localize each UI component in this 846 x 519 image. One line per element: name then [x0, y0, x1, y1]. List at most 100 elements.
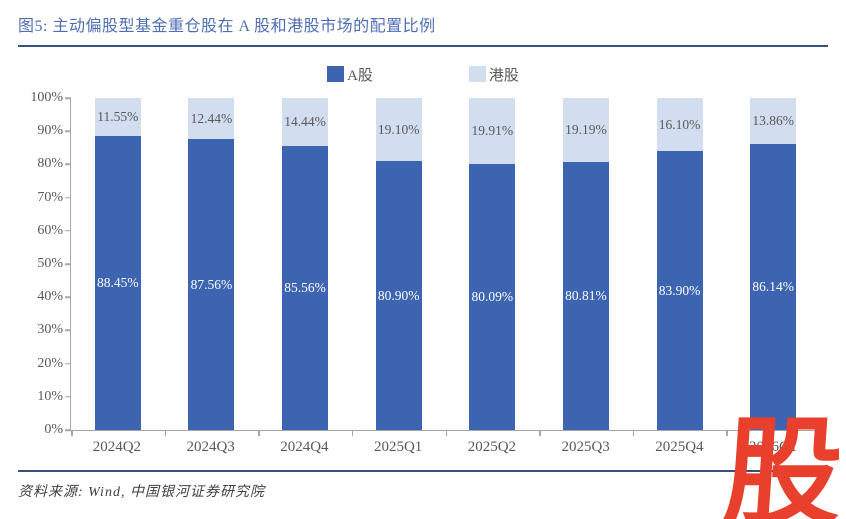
figure-title: 图5: 主动偏股型基金重仓股在 A 股和港股市场的配置比例: [18, 18, 436, 35]
y-axis-tick-mark: [65, 230, 71, 232]
y-axis-tick-mark: [65, 163, 71, 166]
y-axis-tick-label: 60%: [37, 222, 63, 238]
legend-label-a-share: A股: [347, 67, 373, 84]
y-axis-tick-mark: [65, 296, 71, 298]
bar-segment-a-share: 80.09%: [469, 164, 516, 430]
bar-slot-2025Q2: 19.91% 80.09%: [446, 98, 540, 430]
x-axis-tick-mark: [351, 430, 354, 436]
bar-slot-2025Q3: 19.19% 80.81%: [539, 98, 633, 430]
y-axis-tick-label: 80%: [37, 156, 63, 172]
bar-slot-2024Q2: 11.55% 88.45%: [71, 98, 165, 430]
hk-share-value-label: 16.10%: [658, 116, 701, 132]
bar-slot-2025Q4: 16.10% 83.90%: [633, 98, 727, 430]
bar-segment-a-share: 83.90%: [656, 151, 703, 430]
a-share-value-label: 80.81%: [565, 287, 607, 303]
hk-share-value-label: 19.91%: [471, 123, 514, 139]
brand-watermark-stock-logo: 股: [719, 408, 846, 519]
y-axis-tick-label: 40%: [37, 289, 63, 305]
hk-share-value-label: 19.19%: [565, 121, 607, 137]
x-axis-label-2025Q4: 2025Q4: [655, 439, 704, 455]
bar-segment-hk-share: 12.44%: [188, 98, 235, 140]
y-axis-tick-label: 0%: [44, 422, 63, 437]
y-axis-tick-mark: [65, 396, 71, 398]
bar-slot-2026Q1: 13.86% 86.14%: [726, 98, 820, 430]
x-axis-labels: 2024Q2 2024Q3 2024Q4 2025Q1 2025Q2 2025Q3 2025…: [70, 439, 820, 456]
plot-area: 0% 10% 20% 30% 40% 50% 60% 70% 80% 90% 100% 11.55% 8…: [30, 90, 822, 437]
bar-segment-a-share: 86.14%: [750, 144, 797, 430]
bar-segment-a-share: 88.45%: [94, 136, 141, 430]
bar-segment-hk-share: 19.19%: [562, 98, 609, 162]
y-axis-tick-label: 70%: [37, 189, 63, 205]
bar-segment-hk-share: 19.91%: [469, 98, 516, 165]
y-axis-tick-mark: [65, 130, 71, 132]
stacked-bar-2025Q2: 19.91% 80.09%: [469, 98, 516, 430]
y-axis-tick-label: 20%: [37, 355, 63, 371]
y-axis-tick-label: 100%: [30, 90, 63, 105]
y-axis-tick-mark: [65, 263, 71, 265]
a-share-value-label: 86.14%: [752, 278, 794, 294]
bar-slot-2025Q1: 19.10% 80.90%: [352, 98, 446, 430]
y-axis-tick-mark: [65, 196, 71, 199]
a-share-value-label: 83.90%: [658, 282, 701, 298]
bar-segment-a-share: 80.90%: [375, 161, 422, 430]
stacked-bar-2024Q4: 14.44% 85.56%: [282, 98, 329, 430]
y-axis-tick-mark: [65, 429, 71, 431]
a-share-swatch-icon: [327, 66, 345, 82]
a-share-value-label: 87.56%: [190, 276, 233, 292]
hk-share-value-label: 12.44%: [190, 110, 233, 126]
bar-segment-hk-share: 16.10%: [656, 98, 703, 152]
x-axis-tick-mark: [820, 430, 822, 436]
stacked-bar-2025Q1: 19.10% 80.90%: [375, 98, 422, 430]
x-axis-tick-mark: [726, 430, 728, 436]
x-axis-label-2025Q3: 2025Q3: [561, 439, 610, 455]
x-axis-tick-mark: [539, 430, 541, 436]
hk-share-value-label: 11.55%: [97, 109, 139, 125]
x-axis-label-2025Q1: 2025Q1: [373, 439, 423, 455]
y-axis-tick-mark: [65, 97, 71, 99]
y-axis-tick-label: 10%: [37, 388, 63, 404]
stacked-bar-2025Q3: 19.19% 80.81%: [562, 98, 609, 430]
a-share-value-label: 80.90%: [377, 287, 420, 303]
a-share-value-label: 85.56%: [284, 279, 326, 295]
bar-segment-hk-share: 13.86%: [750, 98, 797, 144]
hk-share-value-label: 13.86%: [752, 113, 794, 128]
a-share-value-label: 88.45%: [97, 275, 139, 291]
y-axis-tick-mark: [65, 329, 71, 332]
y-axis-tick-mark: [65, 362, 71, 365]
a-share-value-label: 80.09%: [471, 289, 514, 305]
title-divider: [18, 45, 828, 47]
stacked-bar-2026Q1: 13.86% 86.14%: [750, 98, 797, 430]
bar-slot-2024Q3: 12.44% 87.56%: [165, 98, 259, 430]
stacked-bar-chart: 0% 10% 20% 30% 40% 50% 60% 70% 80% 90% 100% 11.55% 8…: [30, 90, 822, 456]
x-axis-label-2024Q3: 2024Q3: [186, 439, 235, 455]
y-axis-tick-label: 30%: [37, 322, 63, 338]
bar-segment-hk-share: 11.55%: [94, 98, 141, 137]
y-axis-tick-label: 50%: [37, 256, 63, 271]
x-axis-tick-mark: [71, 430, 73, 436]
stacked-bar-2024Q2: 11.55% 88.45%: [94, 98, 141, 430]
x-axis-label-2026Q1: 2026Q1: [748, 439, 798, 455]
x-axis-tick-mark: [445, 430, 447, 436]
bar-slot-2024Q4: 14.44% 85.56%: [258, 98, 352, 430]
x-axis-tick-mark: [258, 430, 260, 436]
footer-divider: [18, 470, 828, 472]
hk-share-swatch-icon: [468, 66, 486, 82]
chart-legend: A股 港股: [18, 64, 828, 84]
bar-segment-hk-share: 14.44%: [282, 98, 329, 146]
bar-segment-hk-share: 19.10%: [375, 98, 422, 162]
bar-segment-a-share: 85.56%: [282, 145, 329, 430]
legend-item-hk-share: 港股: [468, 64, 519, 85]
hk-share-value-label: 14.44%: [284, 113, 326, 129]
x-axis-label-2024Q4: 2024Q4: [280, 439, 329, 455]
stacked-bar-2024Q3: 12.44% 87.56%: [188, 98, 235, 430]
x-axis-label-2025Q2: 2025Q2: [467, 439, 517, 455]
legend-label-hk-share: 港股: [488, 67, 519, 84]
hk-share-value-label: 19.10%: [377, 121, 420, 137]
bar-segment-a-share: 80.81%: [562, 161, 609, 430]
source-note: 资料来源: Wind, 中国银河证券研究院: [18, 485, 265, 500]
bar-segment-a-share: 87.56%: [188, 139, 235, 430]
x-axis-tick-mark: [164, 430, 167, 436]
y-axis-tick-label: 90%: [37, 123, 63, 139]
x-axis-label-2024Q2: 2024Q2: [92, 439, 142, 455]
